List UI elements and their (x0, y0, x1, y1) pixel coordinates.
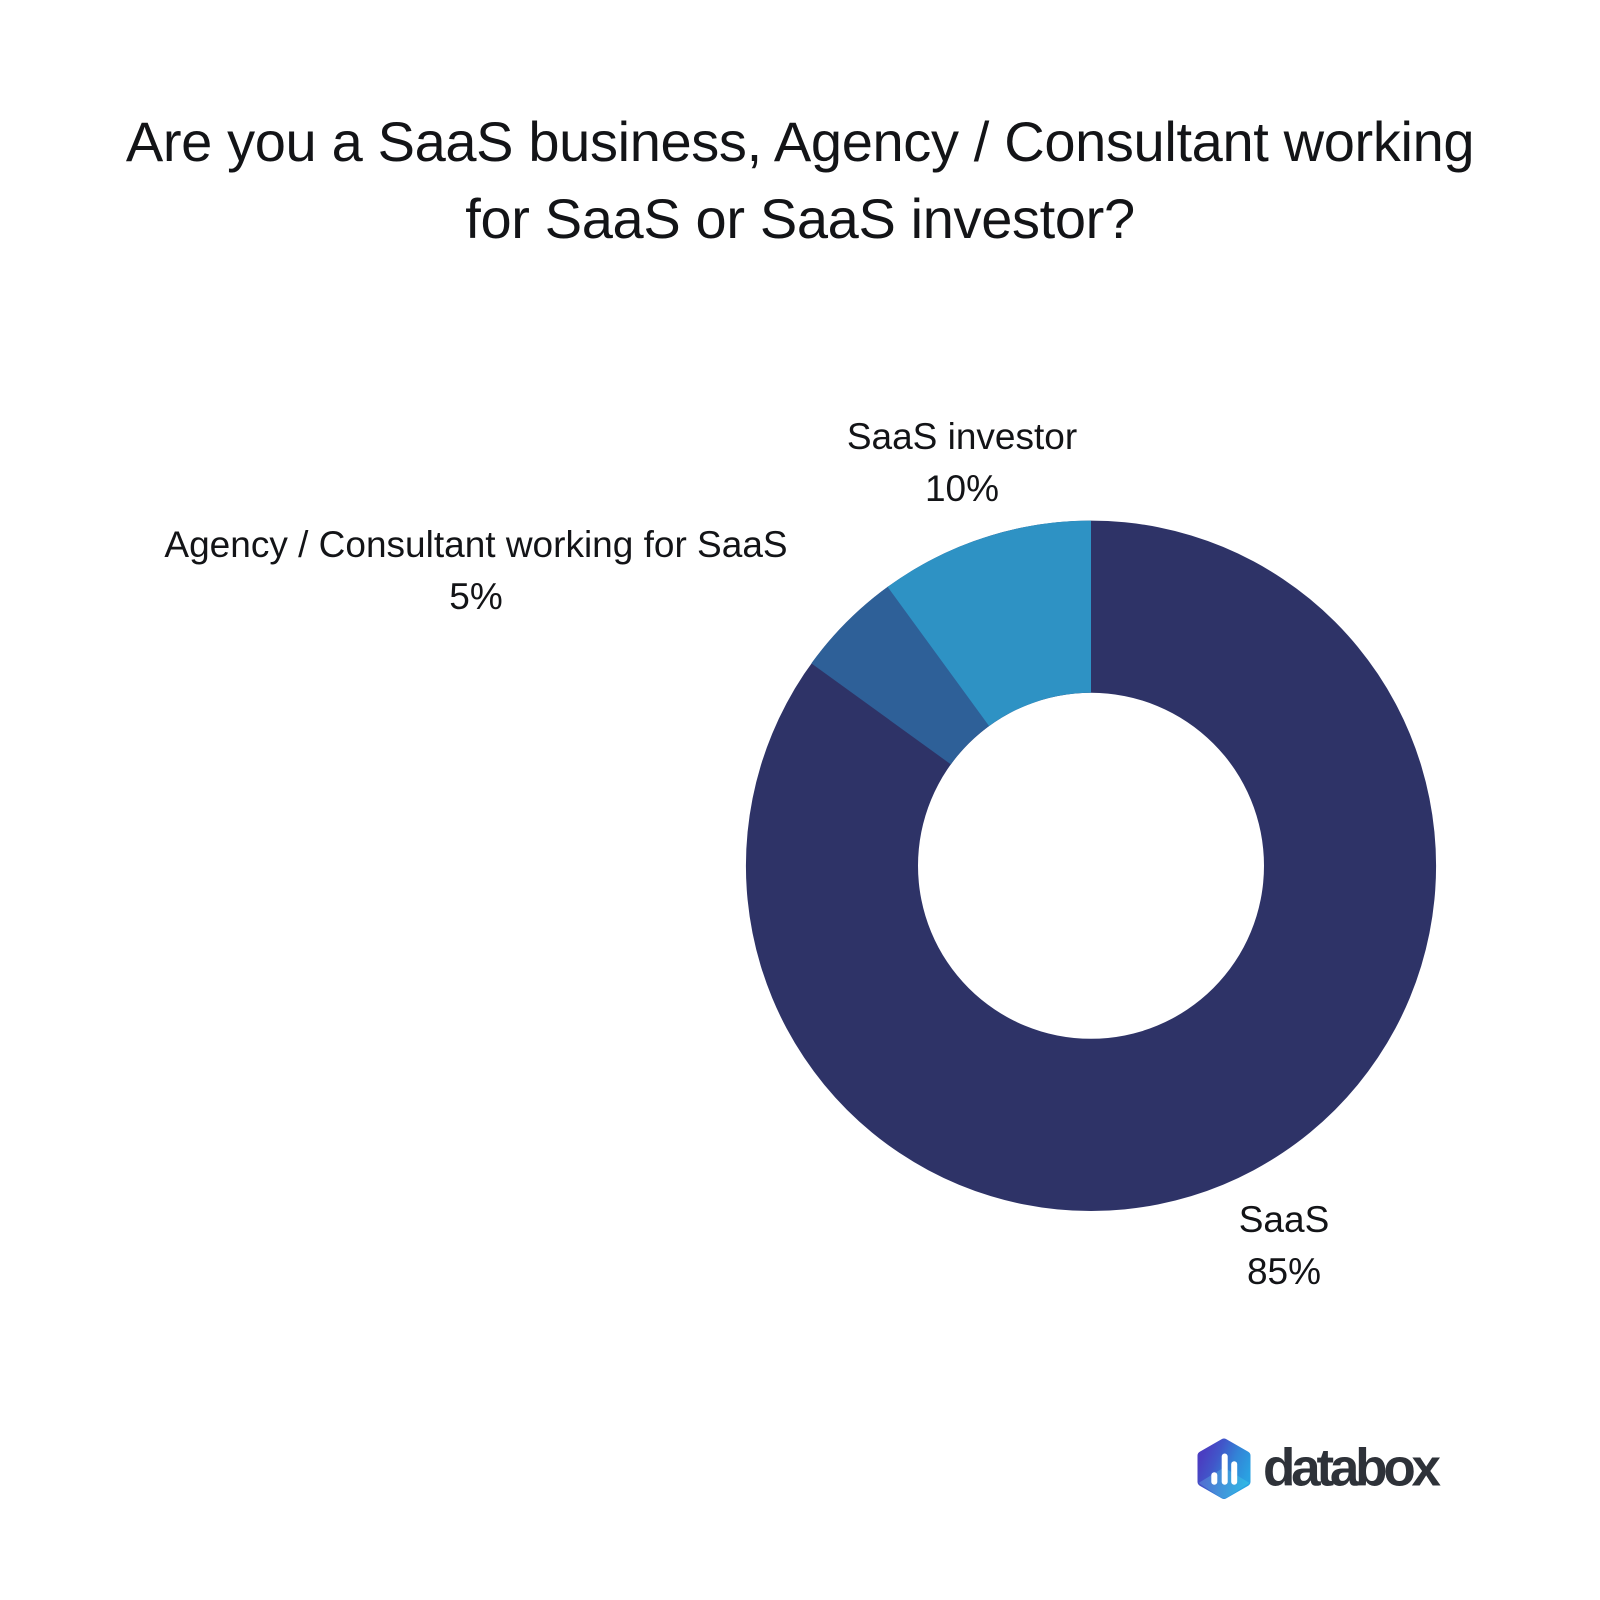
svg-text:databox: databox (1263, 1439, 1442, 1498)
